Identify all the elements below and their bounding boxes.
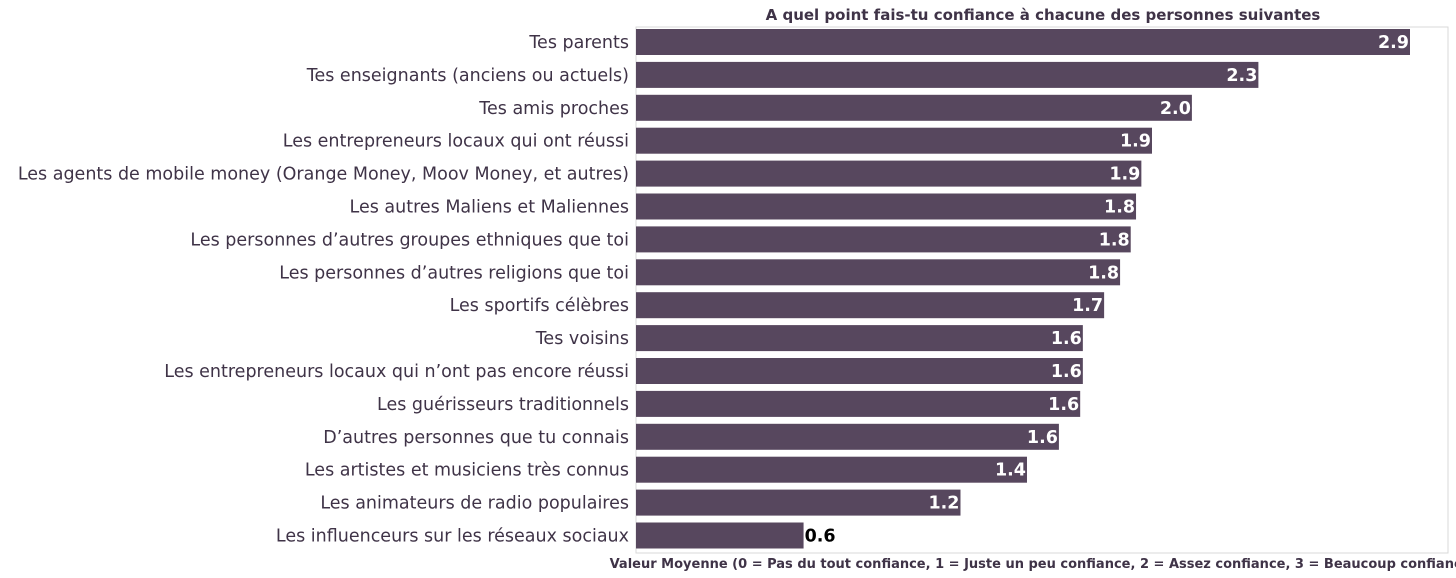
bar-value-label: 1.9	[1109, 165, 1140, 185]
bar-value-label: 2.9	[1378, 33, 1409, 53]
chart-title: A quel point fais-tu confiance à chacune…	[766, 6, 1321, 24]
bar-value-label: 1.2	[928, 494, 959, 514]
bar-value-label: 1.7	[1072, 296, 1103, 316]
bar-value-label: 1.8	[1088, 263, 1119, 283]
bar	[636, 94, 1192, 121]
category-label: Les agents de mobile money (Orange Money…	[18, 165, 629, 185]
category-label: Tes parents	[528, 33, 629, 53]
category-label: Les sportifs célèbres	[450, 296, 629, 316]
category-label: Les influenceurs sur les réseaux sociaux	[276, 527, 629, 547]
category-label: Les personnes d’autres religions que toi	[279, 263, 629, 283]
bar	[636, 423, 1059, 450]
category-label: Les guérisseurs traditionnels	[377, 395, 629, 415]
bar-value-label: 1.6	[1048, 395, 1079, 415]
category-label: Les animateurs de radio populaires	[320, 494, 629, 514]
category-label: Les personnes d’autres groupes ethniques…	[190, 230, 629, 250]
bar	[636, 193, 1137, 220]
category-label: Les artistes et musiciens très connus	[305, 461, 629, 481]
bar-value-label: 2.3	[1226, 66, 1257, 86]
bar	[636, 325, 1083, 352]
data-labels-layer: 2.92.32.01.91.91.81.81.81.71.61.61.61.61…	[805, 33, 1409, 547]
bar-value-label: 0.6	[805, 527, 836, 547]
bar	[636, 522, 804, 549]
bar	[636, 160, 1142, 187]
bar	[636, 390, 1081, 417]
bar	[636, 358, 1083, 384]
category-label: Tes voisins	[535, 329, 629, 349]
x-axis-label: Valeur Moyenne (0 = Pas du tout confianc…	[610, 557, 1456, 572]
bar	[636, 29, 1410, 55]
category-label: Les entrepreneurs locaux qui ont réussi	[283, 132, 629, 152]
bars-layer	[636, 29, 1410, 549]
bar-value-label: 1.6	[1051, 362, 1082, 382]
category-label: Les autres Maliens et Maliennes	[350, 198, 629, 218]
bar	[636, 292, 1105, 319]
category-label: Tes amis proches	[478, 99, 629, 119]
bar-value-label: 1.6	[1027, 428, 1058, 448]
bar	[636, 456, 1027, 483]
category-labels-layer: Tes parents Tes enseignants (anciens ou a…	[18, 33, 629, 547]
plot-frame	[635, 26, 1449, 554]
bar	[636, 489, 961, 516]
bar-value-label: 1.8	[1099, 230, 1130, 250]
bar	[636, 61, 1259, 88]
bar-value-label: 1.4	[995, 461, 1026, 481]
bar-value-label: 1.8	[1104, 198, 1135, 218]
bar-value-label: 1.9	[1120, 132, 1151, 152]
category-label: D’autres personnes que tu connais	[323, 428, 629, 448]
bar	[636, 127, 1152, 154]
bar	[636, 226, 1131, 253]
category-label: Les entrepreneurs locaux qui n’ont pas e…	[164, 362, 629, 382]
bar	[636, 259, 1121, 286]
bar-value-label: 2.0	[1160, 99, 1191, 119]
category-label: Tes enseignants (anciens ou actuels)	[306, 66, 629, 86]
bar-value-label: 1.6	[1051, 329, 1082, 349]
